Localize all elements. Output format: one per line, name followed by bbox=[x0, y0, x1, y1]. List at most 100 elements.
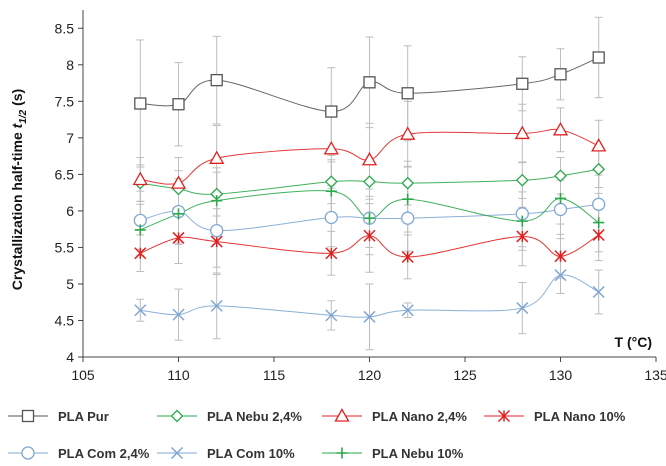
data-point bbox=[210, 73, 223, 87]
data-point bbox=[516, 302, 529, 315]
legend-label: PLA Pur bbox=[58, 408, 109, 424]
legend-label: PLA Com 10% bbox=[207, 445, 295, 461]
data-point bbox=[401, 211, 415, 225]
y-tick-label: 6 bbox=[66, 203, 74, 219]
data-point bbox=[134, 247, 147, 260]
data-point bbox=[170, 175, 187, 189]
series-markers bbox=[132, 51, 607, 323]
y-tick-label: 5.5 bbox=[55, 239, 75, 255]
data-point bbox=[401, 87, 414, 100]
legend-marker bbox=[170, 446, 184, 460]
data-point bbox=[324, 210, 338, 225]
data-point bbox=[172, 231, 185, 244]
legend-marker bbox=[21, 446, 35, 460]
legend-item: PLA Com 2,4% bbox=[6, 444, 149, 462]
data-point bbox=[554, 68, 567, 81]
x-tick-label: 135 bbox=[644, 367, 666, 383]
data-point bbox=[591, 138, 607, 152]
data-point bbox=[592, 162, 606, 176]
legend-item: PLA Nano 2,4% bbox=[320, 407, 467, 425]
data-point bbox=[554, 169, 567, 183]
legend-label: PLA Nano 10% bbox=[534, 408, 626, 424]
legend-marker bbox=[336, 447, 348, 459]
legend-item: PLA Nano 10% bbox=[482, 407, 625, 425]
legend-marker bbox=[21, 409, 35, 423]
data-point bbox=[323, 140, 339, 155]
data-point bbox=[325, 105, 338, 118]
data-point bbox=[209, 150, 225, 164]
data-point bbox=[554, 269, 567, 282]
data-point bbox=[401, 304, 414, 317]
data-point bbox=[210, 223, 224, 238]
data-point bbox=[364, 212, 375, 224]
legend-swatch bbox=[484, 409, 524, 423]
legend-marker bbox=[170, 409, 184, 423]
data-point bbox=[514, 125, 530, 140]
data-point bbox=[134, 97, 147, 110]
y-tick-label: 7.5 bbox=[55, 93, 75, 109]
data-point bbox=[593, 217, 605, 229]
legend-item: PLA Com 10% bbox=[155, 444, 295, 462]
data-point bbox=[552, 121, 569, 136]
legend-marker bbox=[497, 409, 511, 423]
data-point bbox=[325, 185, 337, 197]
data-point bbox=[515, 173, 529, 187]
y-axis-label-symbol: t bbox=[9, 122, 25, 128]
legend-item: PLA Nebu 2,4% bbox=[155, 407, 302, 425]
y-tick-label: 5 bbox=[66, 276, 74, 292]
data-point bbox=[210, 235, 223, 248]
data-point bbox=[592, 51, 605, 64]
legend-marker bbox=[334, 408, 350, 422]
legend: PLA Pur PLA Nebu 2,4% PLA Nano 2,4% PLA Nan… bbox=[0, 394, 666, 466]
data-point bbox=[325, 247, 338, 260]
x-tick-label: 130 bbox=[549, 367, 573, 383]
y-tick-label: 8 bbox=[66, 57, 74, 73]
legend-swatch bbox=[322, 408, 362, 422]
data-point bbox=[554, 250, 567, 263]
legend-swatch bbox=[157, 446, 197, 460]
data-point bbox=[211, 195, 223, 207]
axes: 105 110 115 120 125 130 135 4 4.5 5 5.5 6 6.5 7 7.5 8 8.… bbox=[55, 10, 666, 383]
legend-swatch bbox=[8, 409, 48, 423]
x-tick-label: 115 bbox=[263, 367, 286, 383]
legend-swatch bbox=[8, 446, 48, 460]
chart: 105 110 115 120 125 130 135 4 4.5 5 5.5 6 6.5 7 7.5 8 8.… bbox=[9, 10, 666, 383]
data-point bbox=[592, 228, 605, 242]
data-point bbox=[210, 299, 223, 312]
data-point bbox=[555, 192, 566, 204]
data-point bbox=[172, 98, 185, 111]
legend-label: PLA Nebu 2,4% bbox=[207, 408, 302, 424]
y-tick-label: 8.5 bbox=[55, 20, 75, 36]
data-point bbox=[516, 215, 528, 227]
data-point bbox=[172, 308, 185, 321]
data-point bbox=[363, 310, 376, 323]
data-point bbox=[132, 171, 148, 186]
y-axis-label-unit: (s) bbox=[9, 89, 25, 110]
x-tick-label: 125 bbox=[453, 367, 477, 383]
data-point bbox=[401, 250, 414, 263]
data-point bbox=[361, 151, 378, 166]
data-point bbox=[363, 76, 376, 89]
data-point bbox=[134, 304, 147, 317]
data-point bbox=[553, 202, 568, 217]
data-point bbox=[516, 77, 529, 90]
data-point bbox=[401, 176, 415, 190]
legend-label: PLA Nebu 10% bbox=[372, 445, 464, 461]
data-point bbox=[363, 175, 376, 189]
legend-label: PLA Nano 2,4% bbox=[372, 408, 467, 424]
x-axis-label: T (°C) bbox=[615, 334, 652, 350]
y-tick-label: 4 bbox=[66, 349, 74, 365]
legend-label: PLA Com 2,4% bbox=[58, 445, 150, 461]
y-tick-label: 6.5 bbox=[55, 166, 75, 182]
y-tick-label: 7 bbox=[66, 130, 74, 146]
x-tick-label: 120 bbox=[358, 367, 382, 383]
legend-item: PLA Pur bbox=[6, 407, 109, 425]
data-point bbox=[134, 224, 146, 236]
data-point bbox=[516, 230, 529, 243]
x-tick-label: 110 bbox=[167, 367, 190, 383]
data-point bbox=[400, 126, 416, 140]
legend-swatch bbox=[322, 447, 362, 459]
y-axis-label-subscript: 1/2 bbox=[18, 109, 29, 123]
data-point bbox=[592, 197, 606, 211]
data-point bbox=[363, 229, 376, 242]
